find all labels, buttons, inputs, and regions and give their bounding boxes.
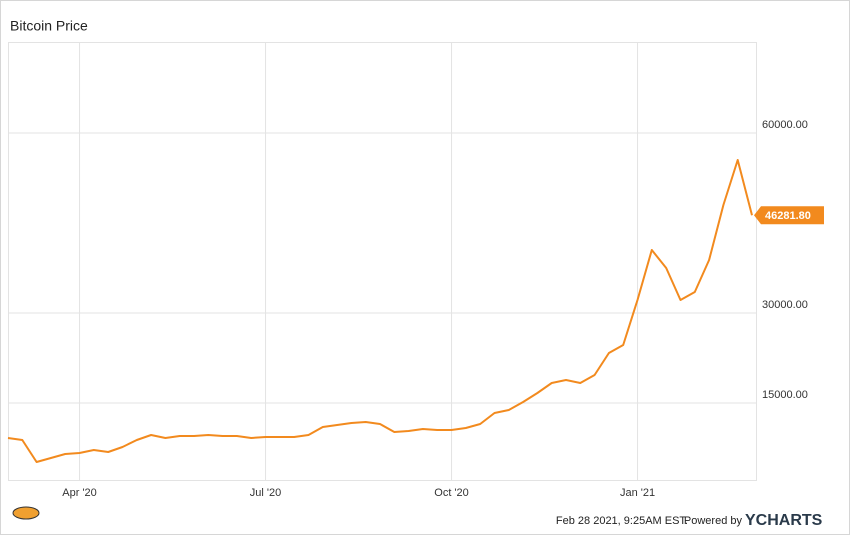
brand: YCHARTS	[745, 512, 823, 529]
x-tick-label: Oct '20	[434, 487, 469, 499]
y-tick-label: 60000.00	[762, 119, 808, 131]
logo	[12, 506, 40, 520]
plot-frame	[8, 42, 757, 481]
y-tick-label: 15000.00	[762, 389, 808, 401]
price-line	[7, 159, 753, 463]
y-tick-label: 30000.00	[762, 299, 808, 311]
x-tick-label: Jul '20	[250, 487, 281, 499]
price-label: 46281.80	[765, 210, 811, 222]
logo-icon	[12, 506, 40, 520]
price-badge	[754, 206, 824, 225]
timestamp: Feb 28 2021, 9:25AM EST.	[556, 515, 688, 527]
x-tick-label: Apr '20	[62, 487, 97, 499]
powered-by: Powered by	[684, 515, 743, 527]
chart-title: Bitcoin Price	[10, 18, 88, 34]
x-tick-label: Jan '21	[620, 487, 655, 499]
